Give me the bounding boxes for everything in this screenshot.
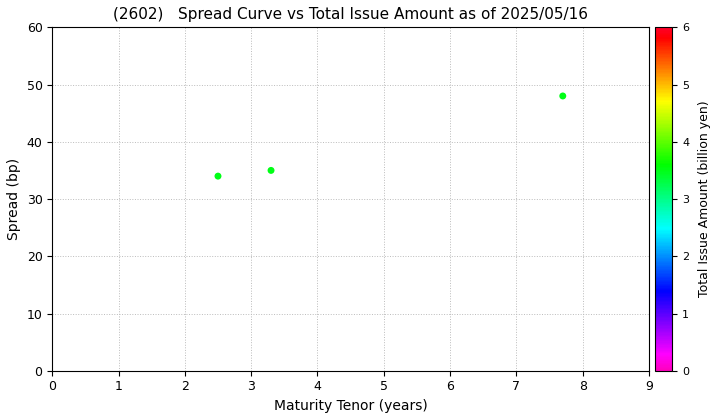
- X-axis label: Maturity Tenor (years): Maturity Tenor (years): [274, 399, 428, 413]
- Point: [212, 173, 224, 179]
- Title: (2602)   Spread Curve vs Total Issue Amount as of 2025/05/16: (2602) Spread Curve vs Total Issue Amoun…: [113, 7, 588, 22]
- Y-axis label: Spread (bp): Spread (bp): [7, 158, 21, 240]
- Point: [265, 167, 276, 174]
- Point: [557, 93, 569, 100]
- Y-axis label: Total Issue Amount (billion yen): Total Issue Amount (billion yen): [698, 101, 711, 297]
